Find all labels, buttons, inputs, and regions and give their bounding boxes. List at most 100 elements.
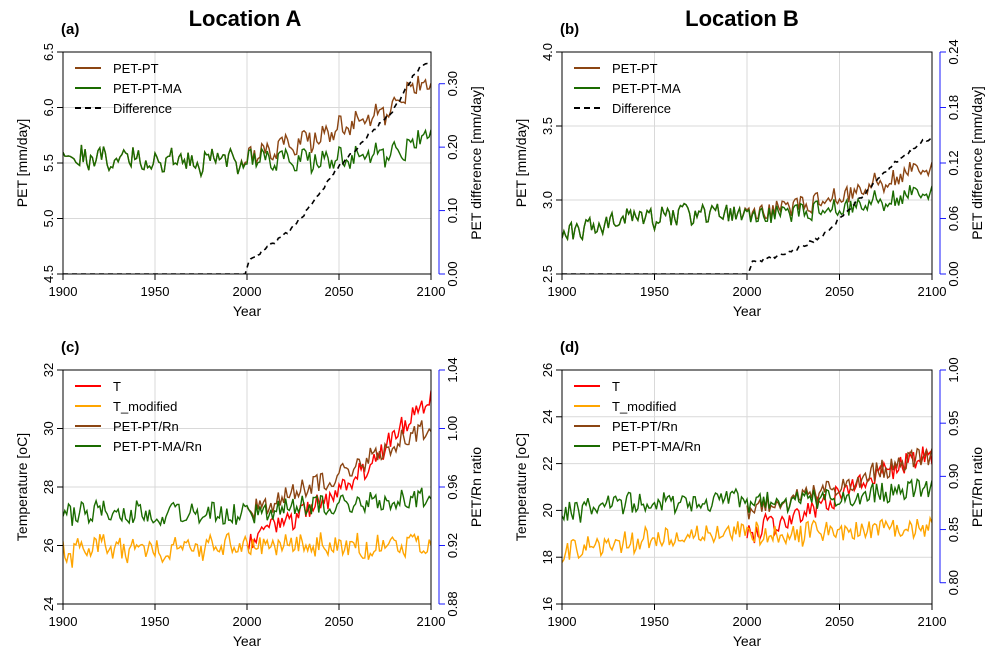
y2-tick-label: 0.80 (946, 570, 961, 595)
y-tick-label: 24 (41, 597, 56, 611)
series-line-pet-pt-ma-rn (562, 478, 932, 523)
legend: T T_modified PET-PT/Rn PET-PT-MA/Rn (75, 379, 202, 454)
y2-tick-label: 1.00 (946, 357, 961, 382)
x-tick-label: 1900 (548, 614, 577, 629)
legend-label: PET-PT (113, 61, 159, 76)
y-tick-label: 26 (41, 538, 56, 552)
x-tick-label: 2100 (918, 614, 947, 629)
panel-tag: (a) (61, 21, 79, 38)
y2-tick-label: 0.10 (445, 198, 460, 223)
y2-axis-label: PET difference [mm/day] (969, 86, 985, 240)
y-tick-label: 5.5 (41, 154, 56, 172)
y2-tick-label: 1.00 (445, 416, 460, 441)
x-tick-label: 2100 (417, 284, 446, 299)
y-tick-label: 3.5 (540, 117, 555, 135)
series-line-pet-pt-ma-rn (63, 487, 431, 527)
series-line-pet-pt-rn (246, 420, 431, 520)
y-tick-label: 26 (540, 363, 555, 377)
y-axis-label: Temperature [oC] (513, 433, 529, 541)
legend-label: T_modified (612, 399, 676, 414)
location-a-title: Location A (189, 6, 302, 31)
y-tick-label: 4.0 (540, 43, 555, 61)
panel-b: 1900 1950 2000 2050 2100 Year 2.5 3.0 3.5 4.0 PET … (513, 21, 985, 319)
series-group (63, 62, 431, 274)
y2-tick-label: 0.06 (946, 206, 961, 231)
x-tick-label: 1900 (49, 614, 78, 629)
x-tick-label: 2050 (325, 614, 354, 629)
x-tick-label: 1950 (640, 284, 669, 299)
legend-label: PET-PT/Rn (113, 419, 179, 434)
panel-tag: (c) (61, 339, 79, 356)
y-tick-label: 32 (41, 363, 56, 377)
series-group (562, 137, 932, 274)
y-tick-label: 18 (540, 550, 555, 564)
x-tick-label: 2000 (733, 284, 762, 299)
legend: PET-PT PET-PT-MA Difference (574, 61, 681, 116)
x-axis-label: Year (733, 303, 762, 319)
legend-label: PET-PT (612, 61, 658, 76)
panel-d: 1900 1950 2000 2050 2100 Year 16 18 20 22 24 26 Temp… (513, 339, 985, 649)
x-tick-label: 1950 (640, 614, 669, 629)
y2-tick-label: 0.00 (445, 261, 460, 286)
legend-label: T (113, 379, 121, 394)
series-line-t (246, 390, 431, 550)
x-axis-label: Year (233, 303, 262, 319)
legend-label: PET-PT-MA/Rn (612, 439, 701, 454)
series-line-t (746, 446, 932, 544)
series-line-pet-pt-rn (746, 447, 932, 520)
y2-tick-label: 0.92 (445, 533, 460, 558)
panels: 1900 1950 2000 2050 2100 Year 4.5 5.0 5.5 6.0 6.5 P… (14, 21, 985, 649)
y-tick-label: 20 (540, 503, 555, 517)
location-b-title: Location B (685, 6, 799, 31)
y-tick-label: 28 (41, 480, 56, 494)
y-tick-label: 24 (540, 410, 555, 424)
y2-tick-label: 0.24 (946, 39, 961, 64)
y-tick-label: 4.5 (41, 265, 56, 283)
x-tick-label: 1900 (49, 284, 78, 299)
y-tick-label: 6.0 (41, 98, 56, 116)
legend-label: T (612, 379, 620, 394)
y-axis-label: Temperature [oC] (14, 433, 30, 541)
y-tick-label: 22 (540, 456, 555, 470)
y-tick-label: 6.5 (41, 43, 56, 61)
x-tick-label: 2100 (918, 284, 947, 299)
y2-tick-label: 0.85 (946, 517, 961, 542)
panel-tag: (b) (560, 21, 579, 38)
x-tick-label: 2000 (233, 614, 262, 629)
y2-tick-label: 0.90 (946, 464, 961, 489)
x-tick-label: 1950 (141, 284, 170, 299)
panel-a: 1900 1950 2000 2050 2100 Year 4.5 5.0 5.5 6.0 6.5 P… (14, 21, 484, 319)
legend: T T_modified PET-PT/Rn PET-PT-MA/Rn (574, 379, 701, 454)
series-line-t-modified (63, 532, 431, 568)
legend-label: Difference (612, 101, 671, 116)
legend-label: PET-PT-MA (113, 81, 182, 96)
y2-tick-label: 0.00 (946, 261, 961, 286)
y2-tick-label: 1.04 (445, 357, 460, 382)
x-tick-label: 2000 (233, 284, 262, 299)
legend: PET-PT PET-PT-MA Difference (75, 61, 182, 116)
x-tick-label: 1950 (141, 614, 170, 629)
y2-tick-label: 0.88 (445, 591, 460, 616)
x-tick-label: 1900 (548, 284, 577, 299)
series-line-t-modified (562, 515, 932, 563)
y-tick-label: 5.0 (41, 209, 56, 227)
y-tick-label: 30 (41, 421, 56, 435)
y2-axis-label: PET difference [mm/day] (468, 86, 484, 240)
y2-tick-label: 0.30 (445, 71, 460, 96)
y-tick-label: 3.0 (540, 191, 555, 209)
x-tick-label: 2050 (325, 284, 354, 299)
panel-tag: (d) (560, 339, 579, 356)
legend-label: PET-PT-MA (612, 81, 681, 96)
panel-c: 1900 1950 2000 2050 2100 Year 24 26 28 30 32 Temper… (14, 339, 484, 649)
y2-tick-label: 0.20 (445, 134, 460, 159)
series-group (562, 446, 932, 563)
series-group (63, 390, 431, 568)
legend-label: Difference (113, 101, 172, 116)
x-tick-label: 2050 (825, 284, 854, 299)
series-line-pet-pt-ma (63, 128, 431, 179)
y2-axis-label: PET/Rn ratio (468, 447, 484, 527)
y2-tick-label: 0.95 (946, 411, 961, 436)
y2-tick-label: 0.96 (445, 474, 460, 499)
